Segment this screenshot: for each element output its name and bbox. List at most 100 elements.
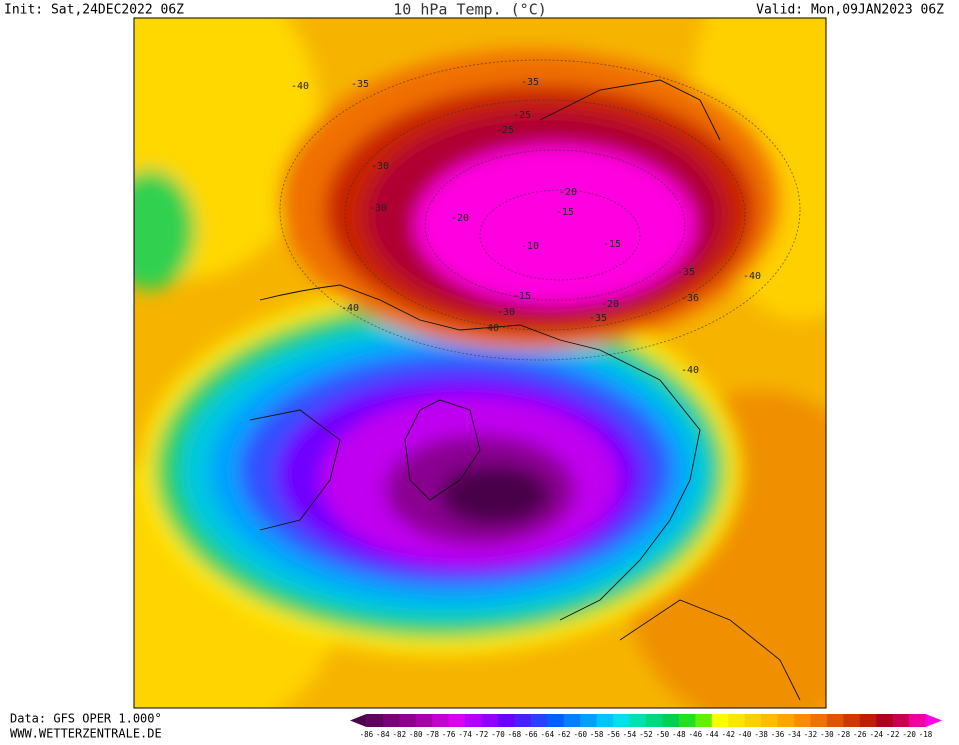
legend-label: -40 [738, 730, 752, 739]
map-title: 10 hPa Temp. (°C) [393, 1, 547, 19]
legend-label: -30 [820, 730, 834, 739]
legend-label: -86 [360, 730, 374, 739]
legend-label: -34 [787, 730, 801, 739]
legend-label: -26 [853, 730, 867, 739]
legend-label: -24 [869, 730, 883, 739]
contour-label: -35 [677, 267, 695, 278]
data-source: Data: GFS OPER 1.000° [10, 712, 162, 726]
legend-arrow [925, 714, 942, 727]
legend-swatch [415, 714, 433, 727]
contour-label: -40 [481, 323, 499, 334]
legend-label: -28 [837, 730, 851, 739]
legend-label: -18 [919, 730, 933, 739]
legend-swatch [744, 714, 762, 727]
legend-swatch [794, 714, 811, 727]
legend-label: -54 [623, 730, 637, 739]
legend-swatch [843, 714, 861, 727]
legend-swatch [481, 714, 499, 727]
legend-label: -66 [524, 730, 538, 739]
legend-swatch [399, 714, 417, 727]
legend-swatch [695, 714, 713, 727]
legend-label: -56 [606, 730, 620, 739]
legend-label: -84 [376, 730, 390, 739]
contour-label: -15 [603, 239, 621, 250]
legend-swatch [728, 714, 746, 727]
contour-label: -20 [559, 187, 577, 198]
legend-label: -42 [721, 730, 735, 739]
legend-swatch [892, 714, 910, 727]
legend-label: -50 [656, 730, 670, 739]
legend-swatch [826, 714, 844, 727]
legend-swatch [678, 714, 696, 727]
legend-swatch [646, 714, 663, 727]
legend-swatch [596, 714, 614, 727]
legend-label: -80 [409, 730, 423, 739]
legend-swatch [498, 714, 515, 727]
legend-swatch [613, 714, 631, 727]
legend-arrow [350, 714, 367, 727]
legend-label: -72 [475, 730, 489, 739]
legend-swatch [547, 714, 565, 727]
legend-label: -38 [754, 730, 768, 739]
legend-label: -32 [804, 730, 818, 739]
legend-label: -68 [508, 730, 522, 739]
legend-label: -70 [491, 730, 505, 739]
legend-swatch [711, 714, 729, 727]
legend-swatch [662, 714, 680, 727]
contour-label: -40 [341, 303, 359, 314]
legend-swatch [448, 714, 466, 727]
legend-label: -46 [689, 730, 703, 739]
legend-swatch [580, 714, 598, 727]
color-legend: -86 -84 -82 -80 -78 -76 -74 -72 -70 -68 -66 -64 -62-… [350, 714, 942, 739]
legend-label: -78 [425, 730, 439, 739]
contour-label: -30 [497, 307, 515, 318]
legend-swatch [432, 714, 450, 727]
contour-labels: -40 -35 -35 -30 -30 -25 -25 -20 -20 -15 -15 -10 -15 -… [291, 77, 761, 376]
legend-label: -62 [557, 730, 571, 739]
legend-swatch [465, 714, 483, 727]
contour-label: -35 [351, 79, 369, 90]
legend-label: -22 [886, 730, 900, 739]
legend-label: -36 [771, 730, 785, 739]
contour-label: -30 [369, 203, 387, 214]
contour-label: -15 [556, 207, 574, 218]
legend-swatch [366, 714, 384, 727]
legend-swatch [777, 714, 795, 727]
contour-label: -20 [451, 213, 469, 224]
map-frame [133, 17, 827, 709]
contour-label: -15 [513, 291, 531, 302]
contour-label: -40 [743, 271, 761, 282]
legend-label: -48 [672, 730, 686, 739]
legend-label: -74 [458, 730, 472, 739]
contour-label: -30 [371, 161, 389, 172]
legend-swatch [629, 714, 647, 727]
valid-time: Valid: Mon,09JAN2023 06Z [756, 3, 944, 18]
legend-swatch [876, 714, 894, 727]
legend-swatch [563, 714, 581, 727]
legend-swatch [382, 714, 400, 727]
legend-label: -44 [705, 730, 719, 739]
legend-label: -52 [639, 730, 653, 739]
legend-swatch [909, 714, 927, 727]
website: WWW.WETTERZENTRALE.DE [10, 727, 162, 741]
map-field [134, 18, 826, 708]
contour-label: -10 [521, 241, 539, 252]
legend-swatch [514, 714, 532, 727]
init-time: Init: Sat,24DEC2022 06Z [4, 3, 184, 18]
legend-swatch [859, 714, 877, 727]
contour-label: -40 [681, 365, 699, 376]
legend-swatch [810, 714, 828, 727]
contour-label: -40 [291, 81, 309, 92]
contour-label: -20 [601, 299, 619, 310]
contour-label: -35 [589, 313, 607, 324]
legend-label: -60 [573, 730, 587, 739]
legend-label: -58 [590, 730, 604, 739]
legend-label: -76 [442, 730, 456, 739]
contour-label: -25 [496, 125, 514, 136]
legend-label: -82 [393, 730, 407, 739]
legend-label: -20 [902, 730, 916, 739]
legend-swatch [530, 714, 548, 727]
legend-label: -64 [541, 730, 555, 739]
